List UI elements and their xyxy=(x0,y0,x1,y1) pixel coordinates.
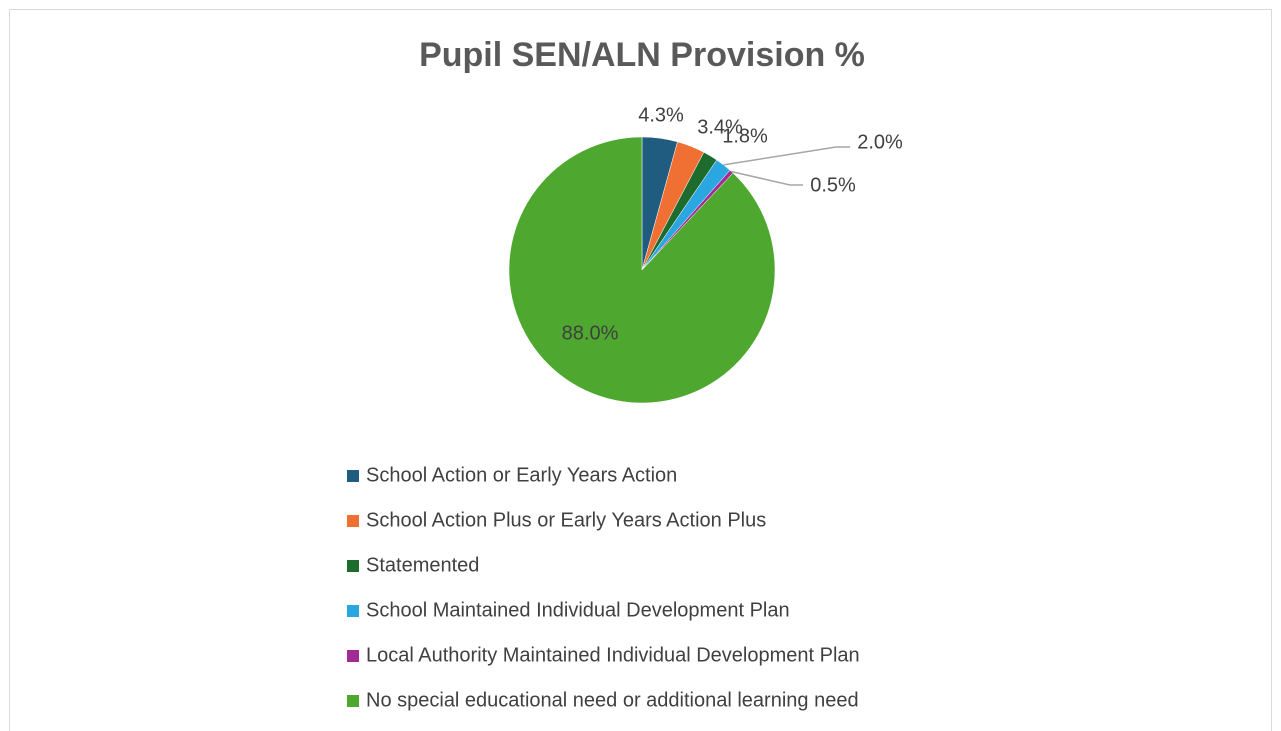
legend-swatch xyxy=(347,695,359,707)
legend-label: School Action or Early Years Action xyxy=(366,464,677,486)
chart-title: Pupil SEN/ALN Provision % xyxy=(419,36,865,74)
leader-line xyxy=(731,170,803,186)
legend-swatch xyxy=(347,515,359,527)
legend-label: School Maintained Individual Development… xyxy=(366,599,790,621)
data-label: 0.5% xyxy=(810,174,856,196)
chart-border xyxy=(9,9,1272,731)
legend-label: Statemented xyxy=(366,554,479,576)
data-label: 3.4% xyxy=(697,116,743,138)
legend-label: Local Authority Maintained Individual De… xyxy=(366,644,860,666)
data-label: 4.3% xyxy=(638,104,684,126)
data-label: 1.8% xyxy=(722,125,768,147)
leader-line xyxy=(723,146,850,166)
legend-swatch xyxy=(347,650,359,662)
legend-label: No special educational need or additiona… xyxy=(366,689,859,711)
legend-swatch xyxy=(347,605,359,617)
legend-swatch xyxy=(347,560,359,572)
legend-label: School Action Plus or Early Years Action… xyxy=(366,509,766,531)
pie-slice xyxy=(508,136,776,404)
data-label: 2.0% xyxy=(857,131,903,153)
data-label: 88.0% xyxy=(562,322,619,344)
legend-swatch xyxy=(347,470,359,482)
